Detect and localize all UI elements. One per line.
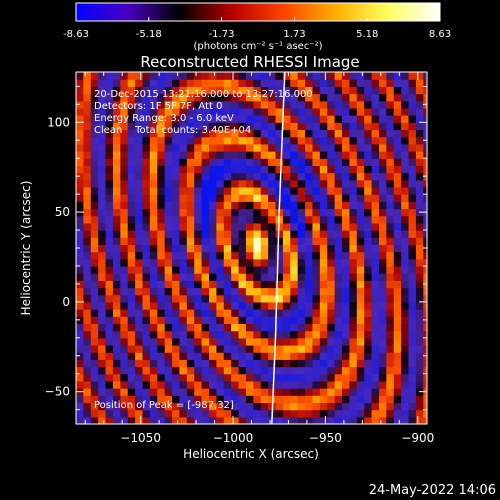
- info-detectors: Detectors: 1F 5F 7F, Att 0: [94, 101, 222, 112]
- x-tick-label: −1000: [213, 431, 254, 445]
- x-tick-label: −1050: [120, 431, 161, 445]
- y-axis: −50 0 50 100: [45, 85, 427, 411]
- info-time: 20-Dec-2015 13:21:16.000 to 13:27:16.000: [94, 89, 313, 100]
- x-axis-label: Heliocentric X (arcsec): [183, 447, 319, 461]
- colorbar: -8.63 -5.18 -1.73 1.73 5.18 8.63 (photons cm⁻…: [63, 2, 451, 52]
- colorbar-tick-label: 1.73: [283, 29, 305, 40]
- colorbar-bar: [75, 2, 441, 22]
- heatmap: [76, 72, 427, 424]
- x-axis: −1050 −1000 −950 −900: [84, 72, 434, 445]
- x-tick-label: −950: [309, 431, 342, 445]
- colorbar-unit-label: (photons cm⁻² s⁻¹ asec⁻²): [193, 41, 322, 52]
- peak-position-label: Position of Peak = [-987,32]: [94, 400, 234, 411]
- solar-limb-line: [271, 72, 286, 424]
- colorbar-ticks: -8.63 -5.18 -1.73 1.73 5.18 8.63: [63, 17, 451, 40]
- plot-title: Reconstructed RHESSI Image: [140, 53, 359, 71]
- info-method: Clean Total counts: 3.40E+04: [94, 125, 251, 136]
- y-tick-label: 0: [62, 295, 70, 309]
- colorbar-tick-label: -1.73: [209, 29, 235, 40]
- colorbar-tick-label: -8.63: [63, 29, 89, 40]
- y-tick-label: −50: [45, 385, 70, 399]
- x-tick-label: −900: [401, 431, 434, 445]
- y-axis-label: Heliocentric Y (arcsec): [19, 181, 33, 316]
- y-tick-label: 100: [47, 115, 70, 129]
- colorbar-tick-label: 5.18: [356, 29, 378, 40]
- y-tick-label: 50: [55, 205, 70, 219]
- colorbar-tick-label: -5.18: [136, 29, 162, 40]
- colorbar-tick-label: 8.63: [429, 29, 451, 40]
- footer-date: 24-May-2022 14:06: [369, 483, 496, 498]
- info-annotation: 20-Dec-2015 13:21:16.000 to 13:27:16.000…: [94, 89, 313, 136]
- info-energy: Energy Range: 3.0 - 6.0 keV: [94, 113, 234, 124]
- image-area: [76, 72, 427, 424]
